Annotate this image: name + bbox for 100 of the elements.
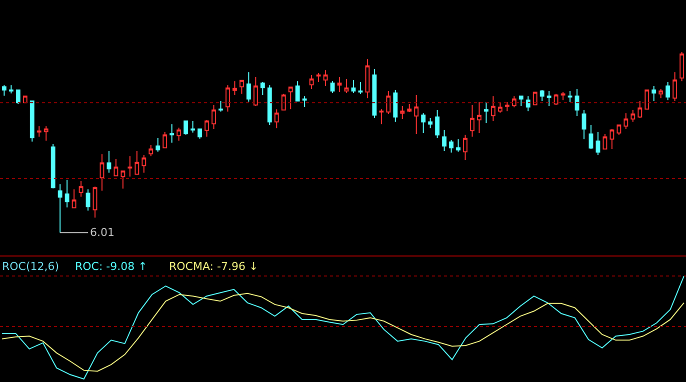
candlestick: [72, 188, 76, 208]
candlestick: [190, 120, 196, 134]
candlestick: [337, 76, 342, 92]
candlestick: [260, 82, 265, 96]
candlestick: [574, 88, 580, 116]
candlestick: [30, 100, 34, 142]
candlestick: [50, 143, 56, 189]
candlestick: [400, 106, 405, 120]
candlestick: [295, 80, 300, 102]
candlestick: [323, 70, 328, 86]
candlestick: [36, 126, 42, 138]
candlestick: [526, 96, 530, 112]
candlestick: [2, 84, 6, 96]
candlestick: [435, 110, 440, 139]
candlestick: [156, 138, 160, 152]
candlestick: [78, 180, 84, 198]
candlestick: [170, 124, 174, 144]
candlestick: [114, 158, 118, 176]
candlestick: [128, 156, 132, 178]
candlestick: [421, 112, 426, 134]
candlestick: [64, 179, 70, 208]
candlestick: [512, 96, 516, 108]
candlestick: [532, 91, 538, 106]
candlestick: [330, 80, 335, 94]
candlestick: [240, 80, 244, 94]
candlestick: [596, 132, 600, 156]
candlestick: [316, 72, 321, 83]
candlestick: [477, 102, 482, 134]
candlestick: [666, 82, 670, 101]
candlestick: [484, 102, 488, 124]
candlestick: [372, 68, 377, 118]
candlestick: [148, 144, 154, 157]
candlestick: [162, 132, 168, 148]
candlestick: [204, 119, 209, 138]
candlestick: [449, 139, 454, 154]
candlestick: [379, 108, 384, 125]
candlestick: [100, 154, 104, 192]
series-label: ROC: -9.08 ↑: [75, 260, 148, 273]
candlestick: [253, 76, 258, 107]
candlestick: [142, 154, 146, 174]
candlestick: [22, 96, 28, 104]
candlestick: [365, 58, 370, 99]
candlestick: [624, 112, 628, 130]
candlestick: [658, 88, 664, 99]
candlestick: [546, 90, 552, 107]
candlestick: [358, 82, 363, 94]
candlestick: [176, 127, 182, 142]
candlestick: [588, 124, 594, 150]
candlestick: [616, 124, 622, 136]
candlestick: [212, 104, 216, 130]
candlestick: [638, 100, 642, 118]
candlestick: [393, 89, 398, 122]
candlestick: [184, 120, 188, 136]
annotation: 6.01: [90, 226, 114, 239]
candlestick: [281, 93, 286, 111]
candlestick: [267, 84, 272, 126]
candlestick: [120, 170, 126, 190]
candlestick: [386, 90, 391, 114]
candlestick: [672, 72, 678, 102]
candlestick: [274, 108, 279, 129]
candlestick: [463, 134, 468, 161]
candlestick: [456, 138, 460, 152]
candlestick: [344, 78, 349, 94]
candlestick: [610, 128, 614, 150]
candlestick: [560, 91, 566, 101]
candlestick: [309, 74, 314, 90]
candlestick: [288, 86, 293, 110]
candlestick: [92, 186, 98, 218]
candlestick: [470, 104, 474, 138]
candlestick: [106, 150, 112, 174]
candlestick: [442, 130, 446, 152]
candlestick: [44, 126, 48, 142]
candlestick: [518, 96, 524, 107]
candlestick: [540, 89, 544, 102]
candlestick: [246, 72, 251, 102]
candlestick: [504, 102, 510, 112]
candlestick: [198, 128, 202, 140]
candlestick: [302, 96, 307, 108]
candlestick: [602, 134, 608, 150]
text: ROCMA: -7.96 ↓: [169, 260, 258, 273]
candlestick: [554, 93, 558, 106]
candlestick: [630, 110, 636, 122]
candlestick: [134, 150, 140, 175]
candlestick: [414, 94, 419, 135]
candlestick: [407, 104, 412, 112]
candlestick: [58, 184, 62, 234]
candlestick: [218, 100, 223, 112]
candlestick: [428, 117, 433, 129]
candlestick: [582, 110, 586, 140]
candlestick: [226, 84, 230, 112]
chart-title: ROC(12,6): [2, 260, 60, 273]
candlestick: [652, 85, 656, 102]
candlestick: [8, 84, 14, 94]
candlestick: [16, 89, 20, 105]
candlestick: [351, 80, 356, 94]
candlestick: [498, 102, 502, 114]
candlestick: [86, 188, 90, 212]
candlestick: [490, 96, 496, 122]
candlestick: [232, 80, 237, 96]
candlestick: [568, 90, 572, 103]
